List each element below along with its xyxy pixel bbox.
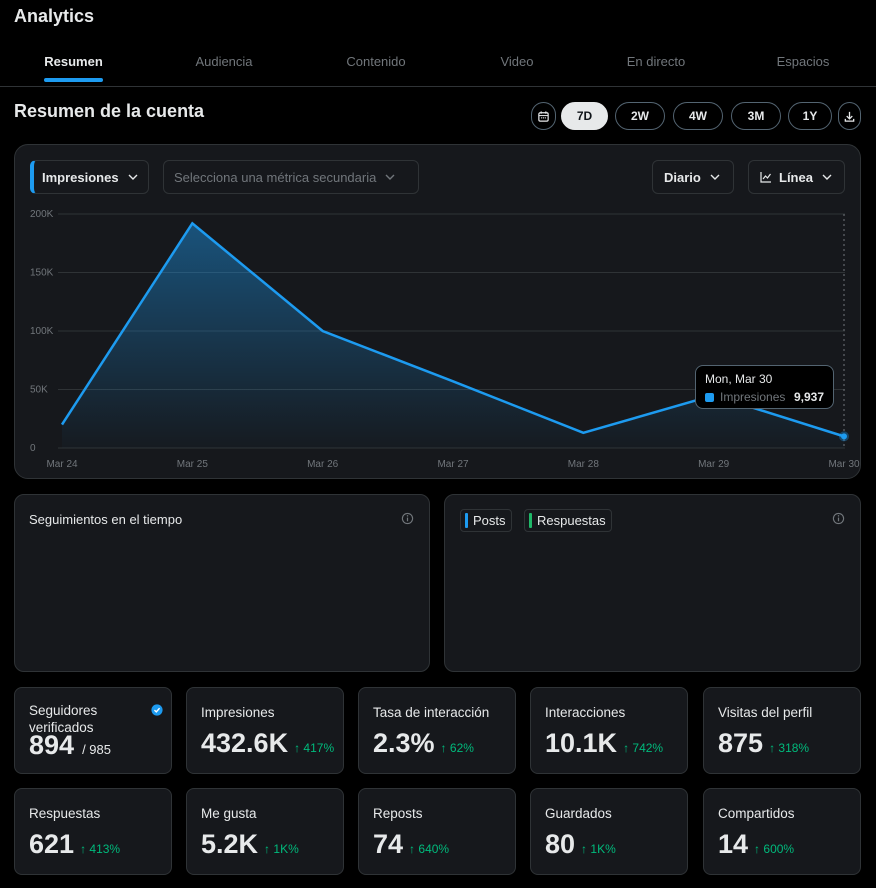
secondary-metric-select[interactable]: Selecciona una métrica secundaria [163,160,419,194]
verified-icon [151,704,163,716]
tooltip-swatch [705,392,714,402]
stat-change: ↑ 318% [769,741,810,755]
stat-bookmarks[interactable]: Guardados 80 ↑ 1K% [530,788,688,875]
stat-value: 894 [29,730,75,760]
download-button[interactable] [838,102,861,130]
range-1y-button[interactable]: 1Y [788,102,832,130]
stat-change-value: 600% [763,842,795,856]
stat-change: ↑ 62% [440,741,474,755]
stat-replies[interactable]: Respuestas 621 ↑ 413% [14,788,172,875]
stat-change: ↑ 1K% [264,842,299,856]
chart-type-select[interactable]: Línea [748,160,845,194]
legend-posts[interactable]: Posts [460,509,512,532]
calendar-icon [538,110,549,122]
stat-engagements[interactable]: Interacciones 10.1K ↑ 742% [530,687,688,774]
chevron-down-icon [822,174,832,180]
stat-change: ↑ 600% [754,842,795,856]
legend-replies[interactable]: Respuestas [524,509,612,532]
primary-metric-label: Impresiones [42,169,119,185]
posts-chart-card [444,494,861,672]
section-title: Resumen de la cuenta [14,101,205,121]
secondary-metric-placeholder: Selecciona una métrica secundaria [174,169,377,185]
stat-value: 10.1K [545,728,618,758]
calendar-button[interactable] [531,102,556,130]
stat-value: 621 [29,829,75,859]
stat-impressions[interactable]: Impresiones 432.6K ↑ 417% [186,687,344,774]
download-icon [844,111,855,122]
tab-resumen[interactable]: Resumen [44,44,103,86]
stat-label: Seguidores verificados [29,703,98,735]
stat-change: ↑ 742% [623,741,664,755]
stat-change-value: 1K% [590,842,616,856]
stat-label: Me gusta [201,806,257,821]
stat-label: Compartidos [718,806,795,821]
stat-change-value: 318% [778,741,810,755]
stat-value: 875 [718,728,764,758]
granularity-label: Diario [664,169,701,185]
stat-label: Reposts [373,806,423,821]
stat-likes[interactable]: Me gusta 5.2K ↑ 1K% [186,788,344,875]
info-icon[interactable] [401,512,414,525]
legend-posts-swatch [465,513,468,528]
chevron-down-icon [128,174,138,180]
tooltip-label: Impresiones [720,390,786,404]
stat-verified-followers[interactable]: Seguidores verificados 894 / 985 [14,687,172,774]
stat-change-value: 640% [418,842,450,856]
range-2w-button[interactable]: 2W [615,102,665,130]
stat-value: 432.6K [201,728,289,758]
range-4w-button[interactable]: 4W [673,102,723,130]
tooltip-date: Mon, Mar 30 [705,372,773,386]
chevron-down-icon [385,174,395,180]
chart-type-label: Línea [779,169,813,185]
stat-value: 5.2K [201,829,259,859]
stat-change-value: 413% [89,842,121,856]
tab-video[interactable]: Video [500,54,534,69]
tab-espacios[interactable]: Espacios [776,54,830,69]
stat-label: Impresiones [201,705,275,720]
stat-value: 80 [545,829,576,859]
stat-change-value: 1K% [273,842,299,856]
info-icon[interactable] [832,512,845,525]
stat-engagement-rate[interactable]: Tasa de interacción 2.3% ↑ 62% [358,687,516,774]
tab-contenido[interactable]: Contenido [346,54,406,69]
stat-change: ↑ 413% [80,842,121,856]
chevron-down-icon [710,174,720,180]
primary-metric-select[interactable]: Impresiones [30,160,149,194]
tab-bar: Resumen Audiencia Contenido Video En dir… [0,44,876,87]
stat-value: 74 [373,829,404,859]
tab-audiencia[interactable]: Audiencia [195,54,253,69]
followers-card-title: Seguimientos en el tiempo [29,512,183,527]
stat-change-value: 417% [303,741,335,755]
granularity-select[interactable]: Diario [652,160,734,194]
stat-label: Visitas del perfil [718,705,813,720]
tooltip-value: 9,937 [793,390,824,404]
range-7d-button[interactable]: 7D [561,102,608,130]
stat-label: Guardados [545,806,612,821]
stat-label: Tasa de interacción [373,705,490,720]
stat-label: Respuestas [29,806,101,821]
legend-replies-swatch [529,513,532,528]
followers-chart-card [14,494,430,672]
legend-posts-label: Posts [473,513,506,528]
stat-shares[interactable]: Compartidos 14 ↑ 600% [703,788,861,875]
stat-label: Interacciones [545,705,626,720]
line-chart-icon [760,172,771,183]
legend-replies-label: Respuestas [537,513,606,528]
stat-change: ↑ 1K% [581,842,616,856]
range-3m-button[interactable]: 3M [731,102,781,130]
chart-tooltip: Mon, Mar 30 Impresiones 9,937 [695,365,834,409]
app-title: Analytics [14,6,95,26]
stat-value: 2.3% [373,728,435,758]
stat-total: / 985 [82,742,111,757]
stat-profile-visits[interactable]: Visitas del perfil 875 ↑ 318% [703,687,861,774]
tab-en-directo[interactable]: En directo [626,54,686,69]
impressions-chart-card [14,144,861,479]
stat-change: ↑ 640% [409,842,450,856]
stat-change: ↑ 417% [294,741,335,755]
stat-reposts[interactable]: Reposts 74 ↑ 640% [358,788,516,875]
stat-change-value: 742% [632,741,664,755]
stat-value: 14 [718,829,749,859]
stat-change-value: 62% [449,741,474,755]
